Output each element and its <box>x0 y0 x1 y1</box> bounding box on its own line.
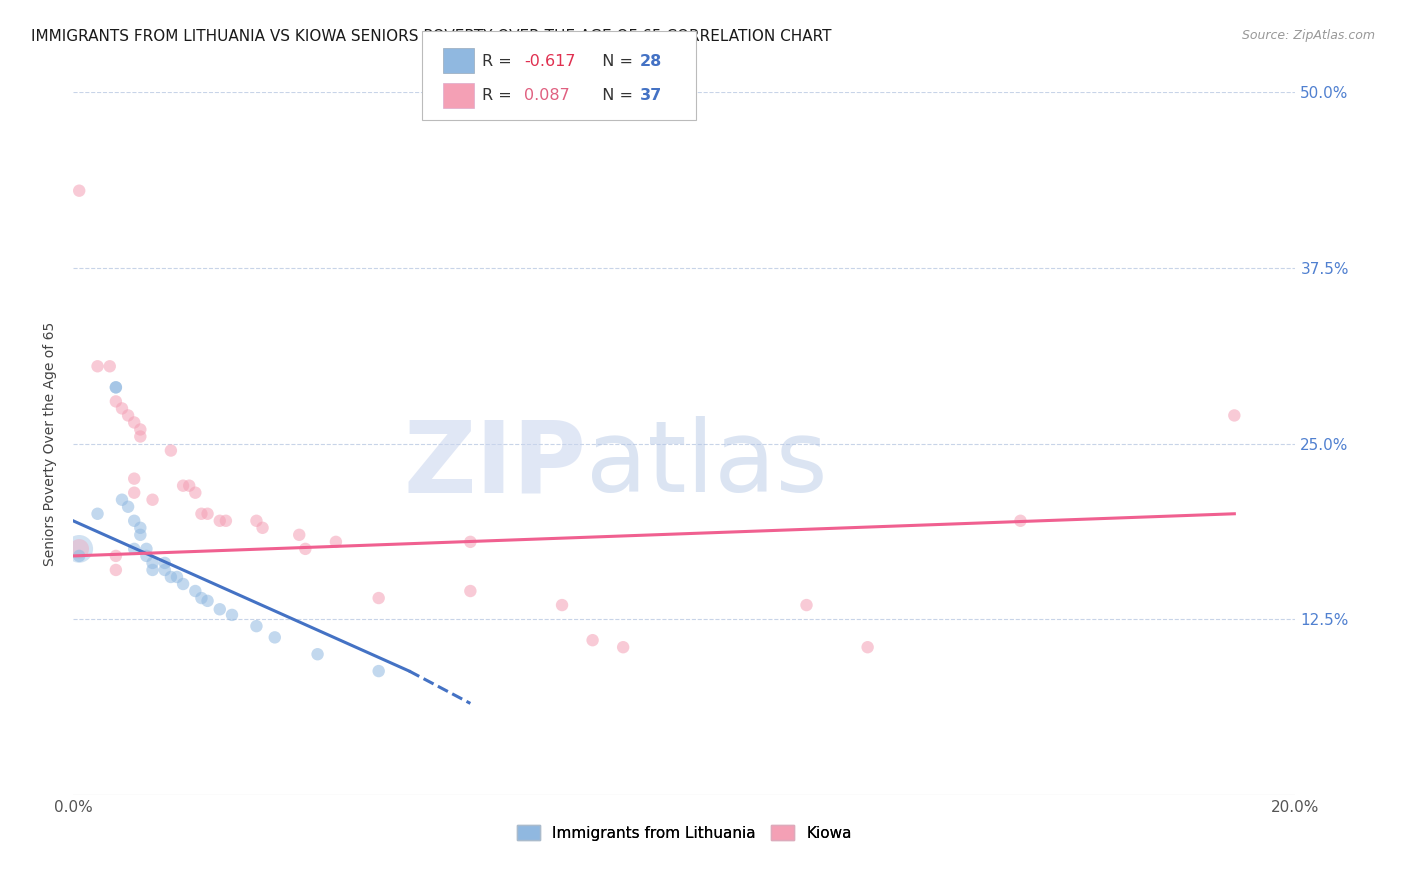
Point <box>67 549 90 563</box>
Point <box>160 570 183 584</box>
Point <box>104 549 127 563</box>
Point <box>325 534 347 549</box>
Point <box>141 556 163 570</box>
Text: N =: N = <box>592 54 638 69</box>
Point <box>67 184 90 198</box>
Point <box>221 607 243 622</box>
Point <box>122 416 145 430</box>
Point <box>190 507 212 521</box>
Point <box>122 472 145 486</box>
Point <box>153 556 176 570</box>
Text: -0.617: -0.617 <box>524 54 576 69</box>
Point <box>190 591 212 605</box>
Text: ZIP: ZIP <box>404 416 586 513</box>
Point <box>129 521 152 535</box>
Point <box>179 478 201 492</box>
Point <box>252 521 274 535</box>
Point <box>86 507 108 521</box>
Legend: Immigrants from Lithuania, Kiowa: Immigrants from Lithuania, Kiowa <box>510 819 858 847</box>
Point <box>135 549 157 563</box>
Point <box>135 541 157 556</box>
Point <box>122 514 145 528</box>
Text: 37: 37 <box>640 88 662 103</box>
Point <box>67 541 90 556</box>
Point <box>215 514 238 528</box>
Point <box>581 633 603 648</box>
Point <box>184 584 207 599</box>
Point <box>307 647 329 661</box>
Text: N =: N = <box>592 88 638 103</box>
Point <box>796 598 818 612</box>
Point <box>288 528 311 542</box>
Point <box>111 401 134 416</box>
Point <box>184 485 207 500</box>
Y-axis label: Seniors Poverty Over the Age of 65: Seniors Poverty Over the Age of 65 <box>44 321 58 566</box>
Text: IMMIGRANTS FROM LITHUANIA VS KIOWA SENIORS POVERTY OVER THE AGE OF 65 CORRELATIO: IMMIGRANTS FROM LITHUANIA VS KIOWA SENIO… <box>31 29 831 44</box>
Point <box>129 422 152 436</box>
Point <box>104 380 127 394</box>
Point <box>104 563 127 577</box>
Point <box>104 394 127 409</box>
Point <box>86 359 108 374</box>
Point <box>294 541 316 556</box>
Point <box>612 640 634 655</box>
Point <box>141 563 163 577</box>
Point <box>197 594 219 608</box>
Point <box>104 380 127 394</box>
Point <box>1010 514 1032 528</box>
Point <box>367 591 389 605</box>
Point <box>367 664 389 678</box>
Point <box>111 492 134 507</box>
Text: atlas: atlas <box>586 416 828 513</box>
Point <box>856 640 879 655</box>
Point <box>263 631 285 645</box>
Point <box>153 563 176 577</box>
Text: Source: ZipAtlas.com: Source: ZipAtlas.com <box>1241 29 1375 42</box>
Point <box>117 409 139 423</box>
Point <box>141 492 163 507</box>
Point <box>172 478 194 492</box>
Point <box>460 534 482 549</box>
Point <box>122 485 145 500</box>
Point <box>551 598 574 612</box>
Text: 0.087: 0.087 <box>524 88 571 103</box>
Point <box>197 507 219 521</box>
Point <box>245 619 267 633</box>
Point <box>245 514 267 528</box>
Point <box>172 577 194 591</box>
Text: R =: R = <box>482 88 517 103</box>
Point <box>208 514 231 528</box>
Point <box>122 541 145 556</box>
Point <box>67 541 90 556</box>
Point <box>208 602 231 616</box>
Point <box>460 584 482 599</box>
Point <box>117 500 139 514</box>
Point <box>160 443 183 458</box>
Point <box>129 429 152 443</box>
Point <box>98 359 121 374</box>
Point <box>129 528 152 542</box>
Text: R =: R = <box>482 54 517 69</box>
Point <box>1223 409 1246 423</box>
Point <box>166 570 188 584</box>
Text: 28: 28 <box>640 54 662 69</box>
